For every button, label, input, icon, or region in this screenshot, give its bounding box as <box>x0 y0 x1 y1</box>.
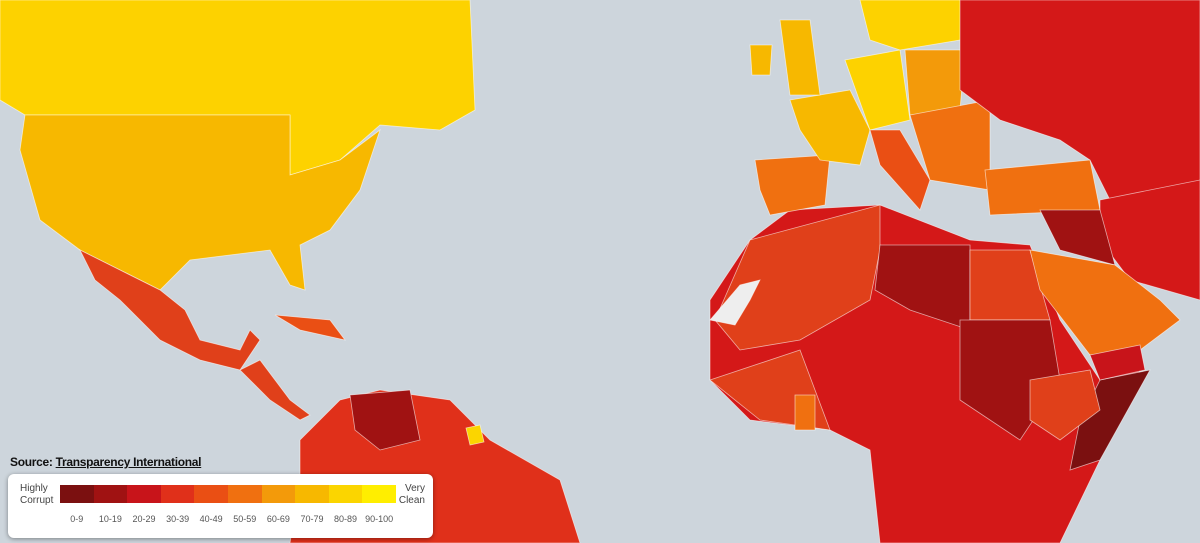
legend-range-label: 90-100 <box>365 514 394 524</box>
ireland <box>749 44 773 76</box>
mexico <box>79 249 261 371</box>
scandinavia <box>859 0 991 51</box>
legend-range-label: 70-79 <box>300 514 324 524</box>
legend-bar <box>60 485 396 503</box>
ethiopia <box>1029 369 1101 441</box>
central-america <box>239 359 311 421</box>
legend-low-label: Highly Corrupt <box>20 483 54 506</box>
legend-range-label: 30-39 <box>166 514 190 524</box>
legend-range-label: 10-19 <box>98 514 122 524</box>
united-states <box>19 114 381 291</box>
legend-range-label: 0-9 <box>70 514 84 524</box>
libya <box>874 244 971 331</box>
legend-swatch <box>127 485 161 503</box>
legend-swatch <box>261 485 296 503</box>
legend-range-label: 20-29 <box>132 514 156 524</box>
legend-swatch <box>295 485 329 503</box>
italy <box>869 129 931 211</box>
legend-labels: 0-9 10-19 20-29 30-39 40-49 50-59 60-69 70-79 80… <box>60 514 396 524</box>
french-guiana <box>465 424 485 446</box>
legend-swatch <box>93 485 128 503</box>
saudi-arabia <box>1029 249 1181 356</box>
legend-swatch <box>194 485 228 503</box>
legend-swatch <box>328 485 363 503</box>
spain <box>754 154 831 216</box>
source-link[interactable]: Transparency International <box>55 455 202 469</box>
legend-range-label: 50-59 <box>233 514 257 524</box>
venezuela <box>349 389 421 451</box>
legend-range-label: 40-49 <box>199 514 223 524</box>
legend-swatch <box>60 485 94 503</box>
source: Source: Transparency International <box>10 455 202 469</box>
north-africa <box>714 204 881 351</box>
germany <box>844 49 911 131</box>
legend-swatch <box>362 485 396 503</box>
legend-range-label: 80-89 <box>334 514 358 524</box>
united-kingdom <box>779 19 821 96</box>
ghana <box>794 394 816 431</box>
turkey <box>984 159 1101 216</box>
russia <box>959 0 1200 221</box>
legend-range-label: 60-69 <box>266 514 290 524</box>
legend-swatch <box>160 485 195 503</box>
legend-high-label: Very Clean <box>398 483 425 506</box>
legend: Highly Corrupt 0-9 10-19 20-29 30-39 40-49 50… <box>8 474 433 538</box>
france <box>789 89 871 166</box>
western-sahara <box>709 279 761 326</box>
poland <box>904 49 966 116</box>
legend-swatch <box>227 485 262 503</box>
source-label: Source: <box>10 455 53 469</box>
yemen <box>1089 344 1146 381</box>
cuba <box>274 314 346 341</box>
